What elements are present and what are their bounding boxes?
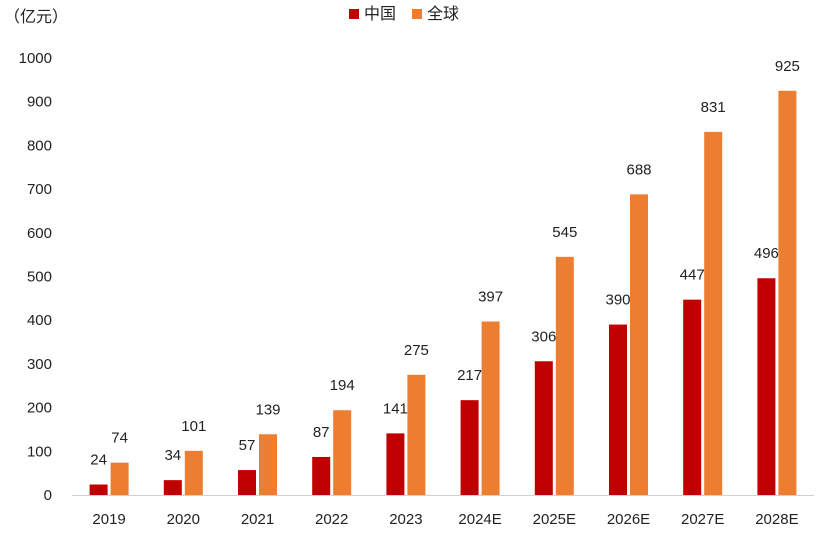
bar-global bbox=[704, 131, 723, 495]
data-labels: 24 34 57 87 141 217 306 390 447 496 74 101 139 194 275… bbox=[90, 58, 800, 469]
x-tick-label: 2019 bbox=[92, 511, 125, 528]
bar-global bbox=[407, 374, 426, 495]
data-label-global: 831 bbox=[701, 99, 726, 116]
bar-china bbox=[609, 324, 627, 495]
legend-swatch bbox=[412, 9, 422, 19]
x-tick-label: 2024E bbox=[458, 511, 501, 528]
y-tick-label: 900 bbox=[27, 94, 52, 111]
data-label-china: 141 bbox=[383, 400, 408, 417]
y-tick-label: 1000 bbox=[19, 50, 52, 67]
bar-china bbox=[460, 400, 479, 495]
x-axis-ticks: 2019 2020 2021 2022 2023 2024E 2025E 2026E 2027E… bbox=[92, 511, 798, 528]
bar-china bbox=[683, 299, 702, 495]
y-tick-label: 800 bbox=[27, 137, 52, 154]
data-label-china: 496 bbox=[754, 245, 779, 262]
bar-china bbox=[534, 361, 553, 495]
bar-china bbox=[163, 480, 182, 495]
bar-global bbox=[778, 90, 797, 496]
x-tick-label: 2026E bbox=[607, 511, 650, 528]
y-tick-label: 0 bbox=[44, 487, 52, 504]
data-label-global: 925 bbox=[775, 58, 800, 75]
data-label-global: 194 bbox=[330, 377, 355, 394]
data-label-china: 447 bbox=[680, 267, 705, 284]
y-axis-unit-label: （亿元） bbox=[4, 7, 68, 26]
y-tick-label: 700 bbox=[27, 181, 52, 198]
x-tick-label: 2022 bbox=[315, 511, 348, 528]
x-tick-label: 2021 bbox=[241, 511, 274, 528]
bar-global bbox=[481, 321, 500, 495]
bar-global bbox=[333, 410, 352, 495]
data-label-global: 101 bbox=[181, 418, 206, 435]
bar-china bbox=[89, 484, 108, 495]
data-label-global: 275 bbox=[404, 342, 429, 359]
x-tick-label: 2023 bbox=[389, 511, 422, 528]
data-label-global: 397 bbox=[478, 289, 503, 306]
legend-label: 全球 bbox=[427, 4, 459, 23]
bar-china bbox=[238, 470, 256, 495]
data-label-china: 34 bbox=[164, 447, 181, 464]
y-tick-label: 400 bbox=[27, 312, 52, 329]
bar-global bbox=[259, 434, 277, 495]
y-tick-label: 600 bbox=[27, 225, 52, 242]
bar-china bbox=[312, 456, 331, 495]
y-tick-label: 200 bbox=[27, 400, 52, 417]
x-tick-label: 2027E bbox=[681, 511, 724, 528]
bar-global bbox=[630, 194, 648, 495]
y-tick-label: 500 bbox=[27, 269, 52, 286]
y-tick-label: 300 bbox=[27, 356, 52, 373]
data-label-china: 217 bbox=[457, 367, 482, 384]
x-tick-label: 2028E bbox=[755, 511, 798, 528]
x-tick-label: 2020 bbox=[167, 511, 200, 528]
legend-label: 中国 bbox=[364, 4, 396, 23]
bar-china bbox=[757, 278, 776, 495]
data-label-global: 688 bbox=[626, 161, 651, 178]
bar-china bbox=[386, 433, 405, 495]
data-label-global: 545 bbox=[552, 224, 577, 241]
y-tick-label: 100 bbox=[27, 443, 52, 460]
data-label-china: 390 bbox=[605, 292, 630, 309]
x-tick-label: 2025E bbox=[533, 511, 576, 528]
data-label-global: 74 bbox=[111, 430, 128, 447]
legend-swatch bbox=[349, 9, 359, 19]
bar-global bbox=[184, 450, 203, 495]
data-label-china: 306 bbox=[531, 328, 556, 345]
legend: 中国 全球 bbox=[349, 4, 459, 23]
bar-global bbox=[110, 462, 129, 495]
bar-global bbox=[555, 256, 574, 495]
y-axis-ticks: 0 100 200 300 400 500 600 700 800 900 1000 bbox=[19, 50, 52, 504]
data-label-global: 139 bbox=[255, 401, 280, 418]
bars bbox=[89, 90, 797, 496]
data-label-china: 24 bbox=[90, 452, 107, 469]
data-label-china: 57 bbox=[239, 437, 256, 454]
data-label-china: 87 bbox=[313, 424, 330, 441]
